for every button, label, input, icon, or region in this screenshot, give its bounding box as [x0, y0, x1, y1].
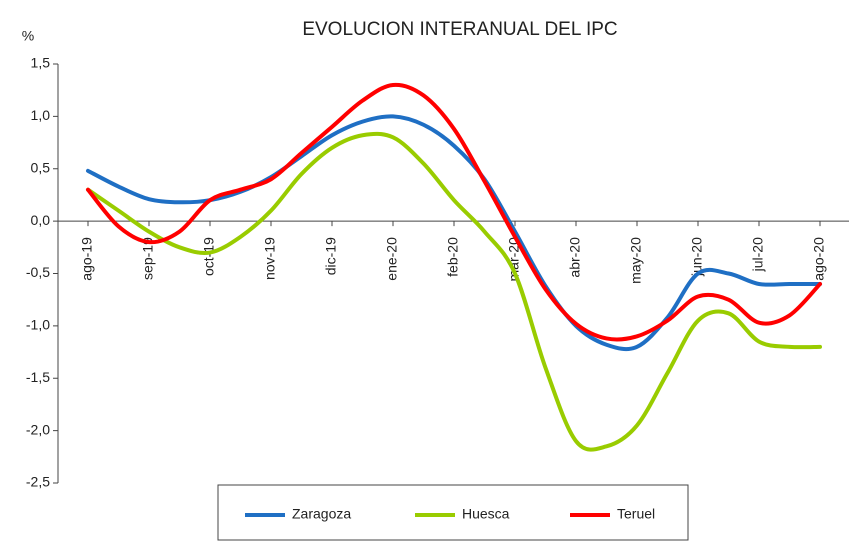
y-tick-label: 0,0	[31, 212, 51, 228]
legend-label: Huesca	[462, 506, 510, 522]
chart-title: EVOLUCION INTERANUAL DEL IPC	[302, 19, 617, 40]
x-tick-label: abr-20	[567, 237, 583, 278]
y-tick-label: -2,0	[26, 421, 50, 437]
legend-label: Teruel	[617, 506, 655, 522]
legend-box	[217, 484, 689, 541]
y-tick-label: 1,5	[31, 55, 51, 71]
x-tick-label: dic-19	[323, 237, 339, 275]
legend: Zaragoza Huesca Teruel	[217, 484, 689, 541]
series-line	[86, 131, 822, 452]
y-tick-label: -1,0	[26, 317, 50, 333]
y-tick-label: -1,5	[26, 369, 50, 385]
x-tick-label: oct-19	[201, 237, 217, 276]
series-line	[86, 82, 822, 342]
y-axis-label: %	[22, 28, 34, 44]
y-tick-label: -2,5	[26, 474, 50, 490]
y-tick-label: 0,5	[31, 159, 51, 175]
x-tick-label: sep-19	[140, 237, 156, 280]
y-tick-label: -0,5	[26, 264, 50, 280]
y-tick-label: 1,0	[31, 107, 51, 123]
x-tick-label: mar-20	[506, 237, 522, 282]
x-tick-label: ago-20	[811, 237, 827, 281]
x-tick-label: jul-20	[750, 237, 766, 272]
x-tick-label: may-20	[628, 237, 644, 284]
x-tick-label: feb-20	[445, 237, 461, 277]
x-tick-label: nov-19	[262, 237, 278, 280]
x-tick-label: ene-20	[384, 237, 400, 281]
legend-label: Zaragoza	[292, 506, 351, 522]
x-tick-label: jun-20	[689, 237, 705, 277]
x-tick-label: ago-19	[79, 237, 95, 281]
